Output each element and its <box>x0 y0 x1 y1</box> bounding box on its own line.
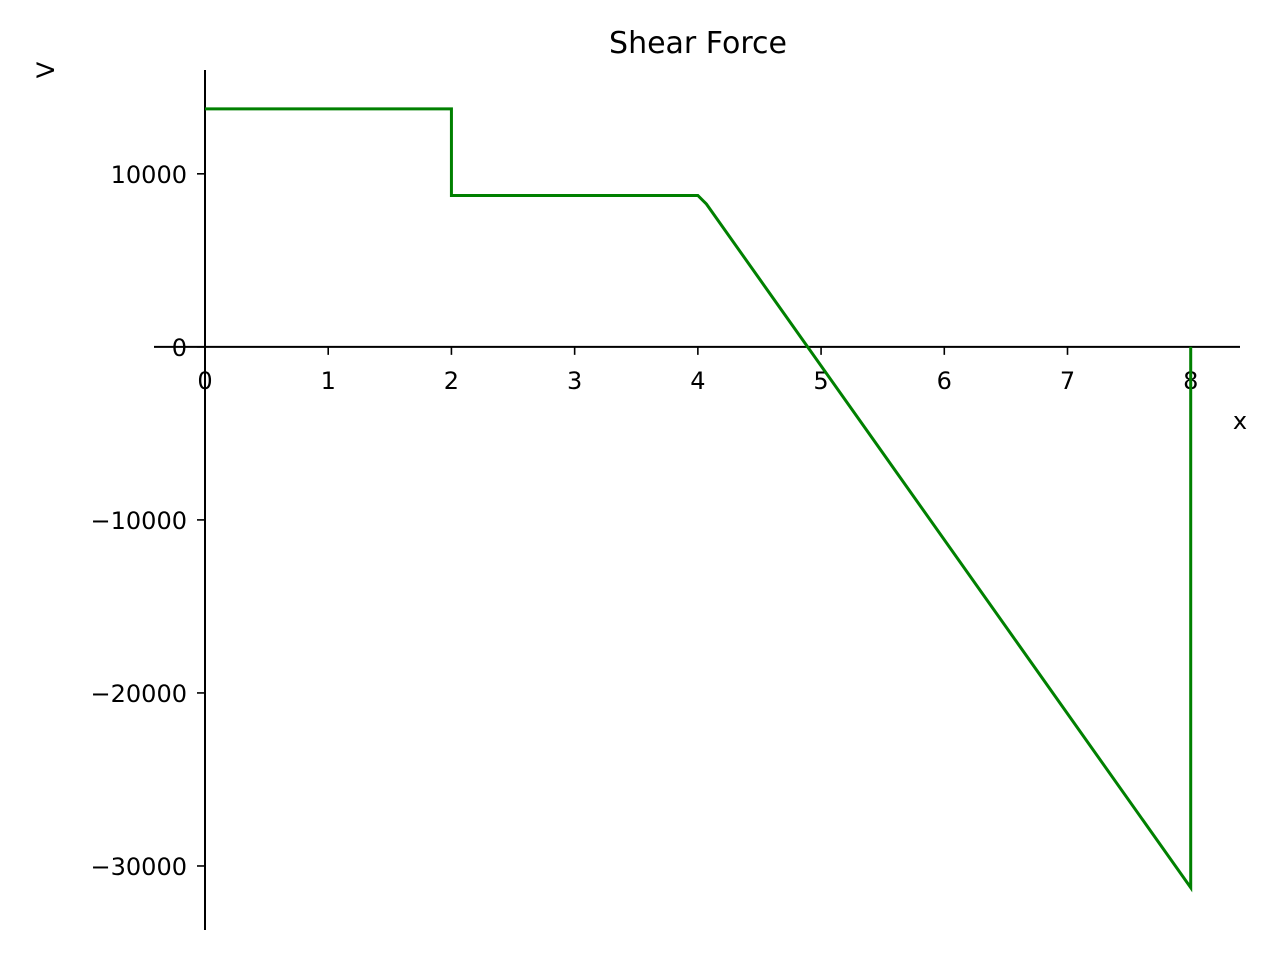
series <box>205 107 1193 893</box>
x-tick-label: 6 <box>937 367 952 395</box>
x-tick-label: 2 <box>444 367 459 395</box>
x-tick-label: 4 <box>690 367 705 395</box>
y-tick-label: −30000 <box>91 853 187 881</box>
x-tick-label: 7 <box>1060 367 1075 395</box>
x-tick-label: 1 <box>321 367 336 395</box>
chart-title: Shear Force <box>609 26 787 61</box>
shear-force-line <box>205 107 1193 893</box>
y-tick-label: −10000 <box>91 507 187 535</box>
axes <box>154 70 1240 930</box>
x-axis-label: x <box>1233 407 1247 435</box>
y-axis-label: V <box>32 61 60 78</box>
y-tick-label: 10000 <box>111 161 187 189</box>
x-tick-label: 5 <box>813 367 828 395</box>
x-tick-label: 0 <box>197 367 212 395</box>
y-tick-label: 0 <box>172 334 187 362</box>
x-tick-label: 3 <box>567 367 582 395</box>
y-tick-label: −20000 <box>91 680 187 708</box>
